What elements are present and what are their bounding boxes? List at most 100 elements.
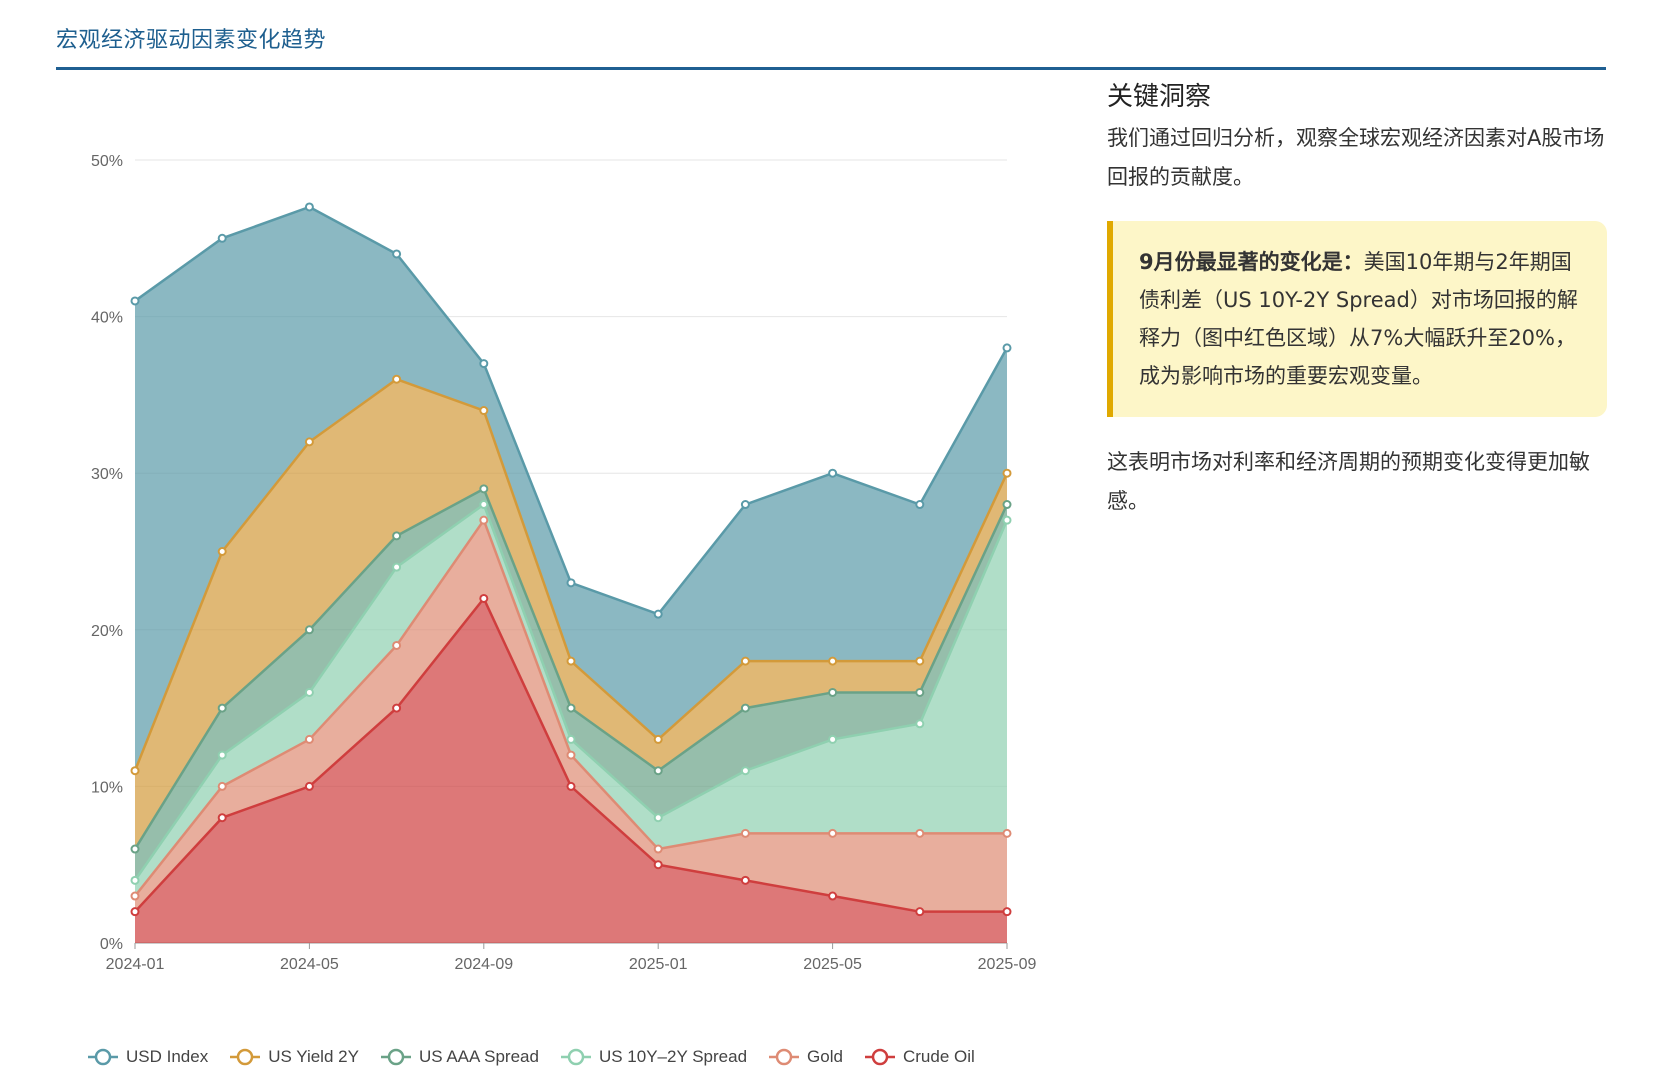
- legend-item[interactable]: US Yield 2Y: [228, 1047, 359, 1067]
- data-point: [566, 578, 576, 588]
- callout-text: 美国10年期与2年期国债利差（US 10Y-2Y Spread）对市场回报的解释…: [1139, 250, 1578, 388]
- data-point: [130, 907, 140, 917]
- legend-item[interactable]: USD Index: [86, 1047, 208, 1067]
- x-tick-label: 2025-05: [803, 956, 862, 973]
- legend-swatch-icon: [88, 1048, 118, 1066]
- data-point: [915, 907, 925, 917]
- data-point: [1002, 500, 1012, 510]
- data-point: [915, 719, 925, 729]
- data-point: [653, 860, 663, 870]
- data-point: [392, 249, 402, 259]
- data-point: [130, 766, 140, 776]
- data-point: [915, 828, 925, 838]
- data-point: [217, 233, 227, 243]
- legend-label: USD Index: [126, 1047, 209, 1066]
- x-tick-label: 2025-01: [629, 956, 688, 973]
- legend-item[interactable]: Gold: [767, 1047, 843, 1067]
- data-point: [1002, 828, 1012, 838]
- data-point: [304, 202, 314, 212]
- data-point: [1002, 343, 1012, 353]
- data-point: [304, 437, 314, 447]
- data-point: [392, 562, 402, 572]
- insight-intro: 我们通过回归分析，观察全球宏观经济因素对A股市场回报的贡献度。: [1107, 126, 1605, 189]
- insight-panel: 关键洞察 我们通过回归分析，观察全球宏观经济因素对A股市场回报的贡献度。 9月份…: [1107, 76, 1607, 521]
- data-point: [740, 766, 750, 776]
- data-point: [566, 750, 576, 760]
- data-point: [392, 640, 402, 650]
- data-point: [1002, 468, 1012, 478]
- data-point: [828, 828, 838, 838]
- y-tick-label: 20%: [91, 623, 123, 640]
- data-point: [479, 593, 489, 603]
- data-point: [828, 891, 838, 901]
- insight-heading: 关键洞察: [1107, 82, 1212, 112]
- page-title: 宏观经济驱动因素变化趋势: [56, 28, 327, 53]
- legend-item[interactable]: Crude Oil: [863, 1047, 975, 1067]
- legend-label: Gold: [807, 1047, 843, 1066]
- data-point: [828, 687, 838, 697]
- data-point: [217, 813, 227, 823]
- data-point: [566, 656, 576, 666]
- x-tick-label: 2025-09: [978, 956, 1037, 973]
- data-point: [479, 500, 489, 510]
- legend-item[interactable]: US 10Y–2Y Spread: [559, 1047, 747, 1067]
- area-usd-index: [135, 206, 1007, 771]
- data-point: [130, 844, 140, 854]
- data-point: [740, 875, 750, 885]
- data-point: [130, 875, 140, 885]
- data-point: [479, 515, 489, 525]
- data-point: [828, 734, 838, 744]
- data-point: [1002, 515, 1012, 525]
- y-tick-label: 10%: [91, 779, 123, 796]
- chart-legend: USD Index US Yield 2Y US AAA Spread US 10Y–…: [86, 1042, 975, 1072]
- data-point: [828, 468, 838, 478]
- y-tick-label: 40%: [91, 310, 123, 327]
- data-point: [740, 500, 750, 510]
- data-point: [304, 781, 314, 791]
- legend-label: US 10Y–2Y Spread: [598, 1047, 748, 1066]
- header-divider: [56, 67, 1606, 70]
- data-point: [392, 703, 402, 713]
- legend-swatch-icon: [864, 1048, 895, 1066]
- data-point: [566, 781, 576, 791]
- area-crude-oil: [135, 598, 1007, 943]
- legend-swatch-icon: [380, 1048, 411, 1066]
- data-point: [130, 296, 140, 306]
- callout-bold: 9月份最显著的变化是：: [1139, 250, 1364, 274]
- legend-item[interactable]: US AAA Spread: [379, 1047, 539, 1067]
- data-point: [217, 547, 227, 556]
- data-point: [915, 500, 925, 510]
- data-point: [740, 828, 750, 838]
- legend-swatch-icon: [560, 1048, 591, 1066]
- data-point: [304, 625, 314, 635]
- data-point: [653, 609, 663, 619]
- data-point: [740, 703, 750, 713]
- y-tick-label: 50%: [91, 153, 123, 170]
- data-point: [479, 484, 489, 494]
- data-point: [1002, 907, 1012, 917]
- legend-swatch-icon: [230, 1048, 261, 1066]
- data-point: [653, 766, 663, 776]
- data-point: [915, 687, 925, 697]
- data-point: [304, 687, 314, 697]
- data-point: [217, 703, 227, 713]
- data-point: [653, 813, 663, 823]
- legend-swatch-icon: [769, 1048, 800, 1066]
- x-tick-label: 2024-05: [280, 956, 339, 973]
- insight-conclusion: 这表明市场对利率和经济周期的预期变化变得更加敏感。: [1107, 450, 1590, 513]
- legend-label: US Yield 2Y: [268, 1047, 359, 1066]
- data-point: [217, 750, 227, 760]
- x-tick-label: 2024-01: [106, 956, 165, 973]
- legend-label: US AAA Spread: [418, 1047, 539, 1066]
- area-us-10y-2y-spread: [135, 504, 1007, 897]
- data-point: [392, 531, 402, 541]
- data-point: [217, 781, 227, 791]
- data-point: [304, 734, 314, 744]
- legend-label: Crude Oil: [902, 1047, 975, 1066]
- data-point: [479, 359, 489, 369]
- data-point: [566, 734, 576, 744]
- data-point: [740, 656, 750, 666]
- area-us-yield-2y: [135, 379, 1007, 850]
- highlight-callout: 9月份最显著的变化是：美国10年期与2年期国债利差（US 10Y-2Y Spre…: [1107, 221, 1607, 417]
- stacked-area-chart: 0% 10% 20% 30% 40% 50% 2024-01 2024-05 2024-09 20…: [91, 153, 1037, 973]
